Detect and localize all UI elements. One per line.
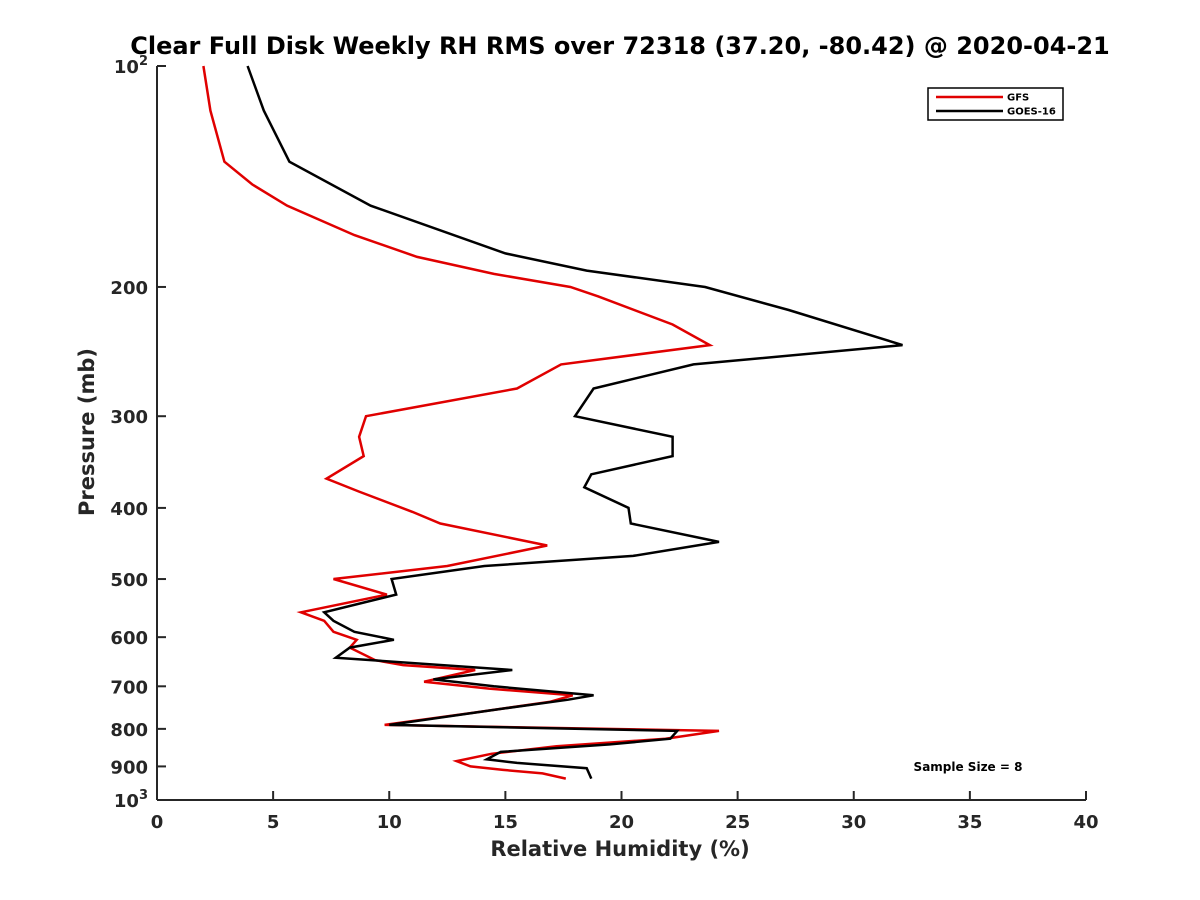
legend-label-goes-16: GOES-16 [1007,107,1056,118]
x-tick-label: 35 [957,812,982,833]
legend: GFS GOES-16 [927,87,1064,121]
x-tick-label: 15 [493,812,518,833]
x-axis-label: Relative Humidity (%) [490,837,749,861]
chart-title: Clear Full Disk Weekly RH RMS over 72318… [130,32,1110,60]
x-tick-label: 10 [377,812,402,833]
sample-size-annotation: Sample Size = 8 [914,760,1023,774]
y-tick-label: 600 [110,628,148,649]
x-tick-label: 40 [1073,812,1098,833]
y-tick-label: 102 [114,54,148,78]
x-tick-label: 25 [725,812,750,833]
legend-label-gfs: GFS [1007,93,1029,104]
series-line-gfs [202,65,720,780]
y-tick-label: 200 [110,278,148,299]
series-line-goes-16 [246,65,903,780]
y-axis-label: Pressure (mb) [75,348,99,516]
y-tick-label: 500 [110,570,148,591]
x-tick-label: 30 [841,812,866,833]
y-tick-label: 900 [110,757,148,778]
y-tick-label: 103 [114,788,148,812]
y-tick-label: 700 [110,677,148,698]
x-tick-label: 0 [151,812,164,833]
x-tick-label: 5 [267,812,280,833]
y-tick-label: 800 [110,720,148,741]
y-tick-label: 300 [110,407,148,428]
y-tick-label: 400 [110,499,148,520]
plot-axes: 0 5 10 15 20 25 30 35 40 102 200 300 400 500 600 700 800… [110,54,1098,833]
x-tick-label: 20 [609,812,634,833]
series-layer [202,65,903,780]
legend-box [927,87,1064,121]
